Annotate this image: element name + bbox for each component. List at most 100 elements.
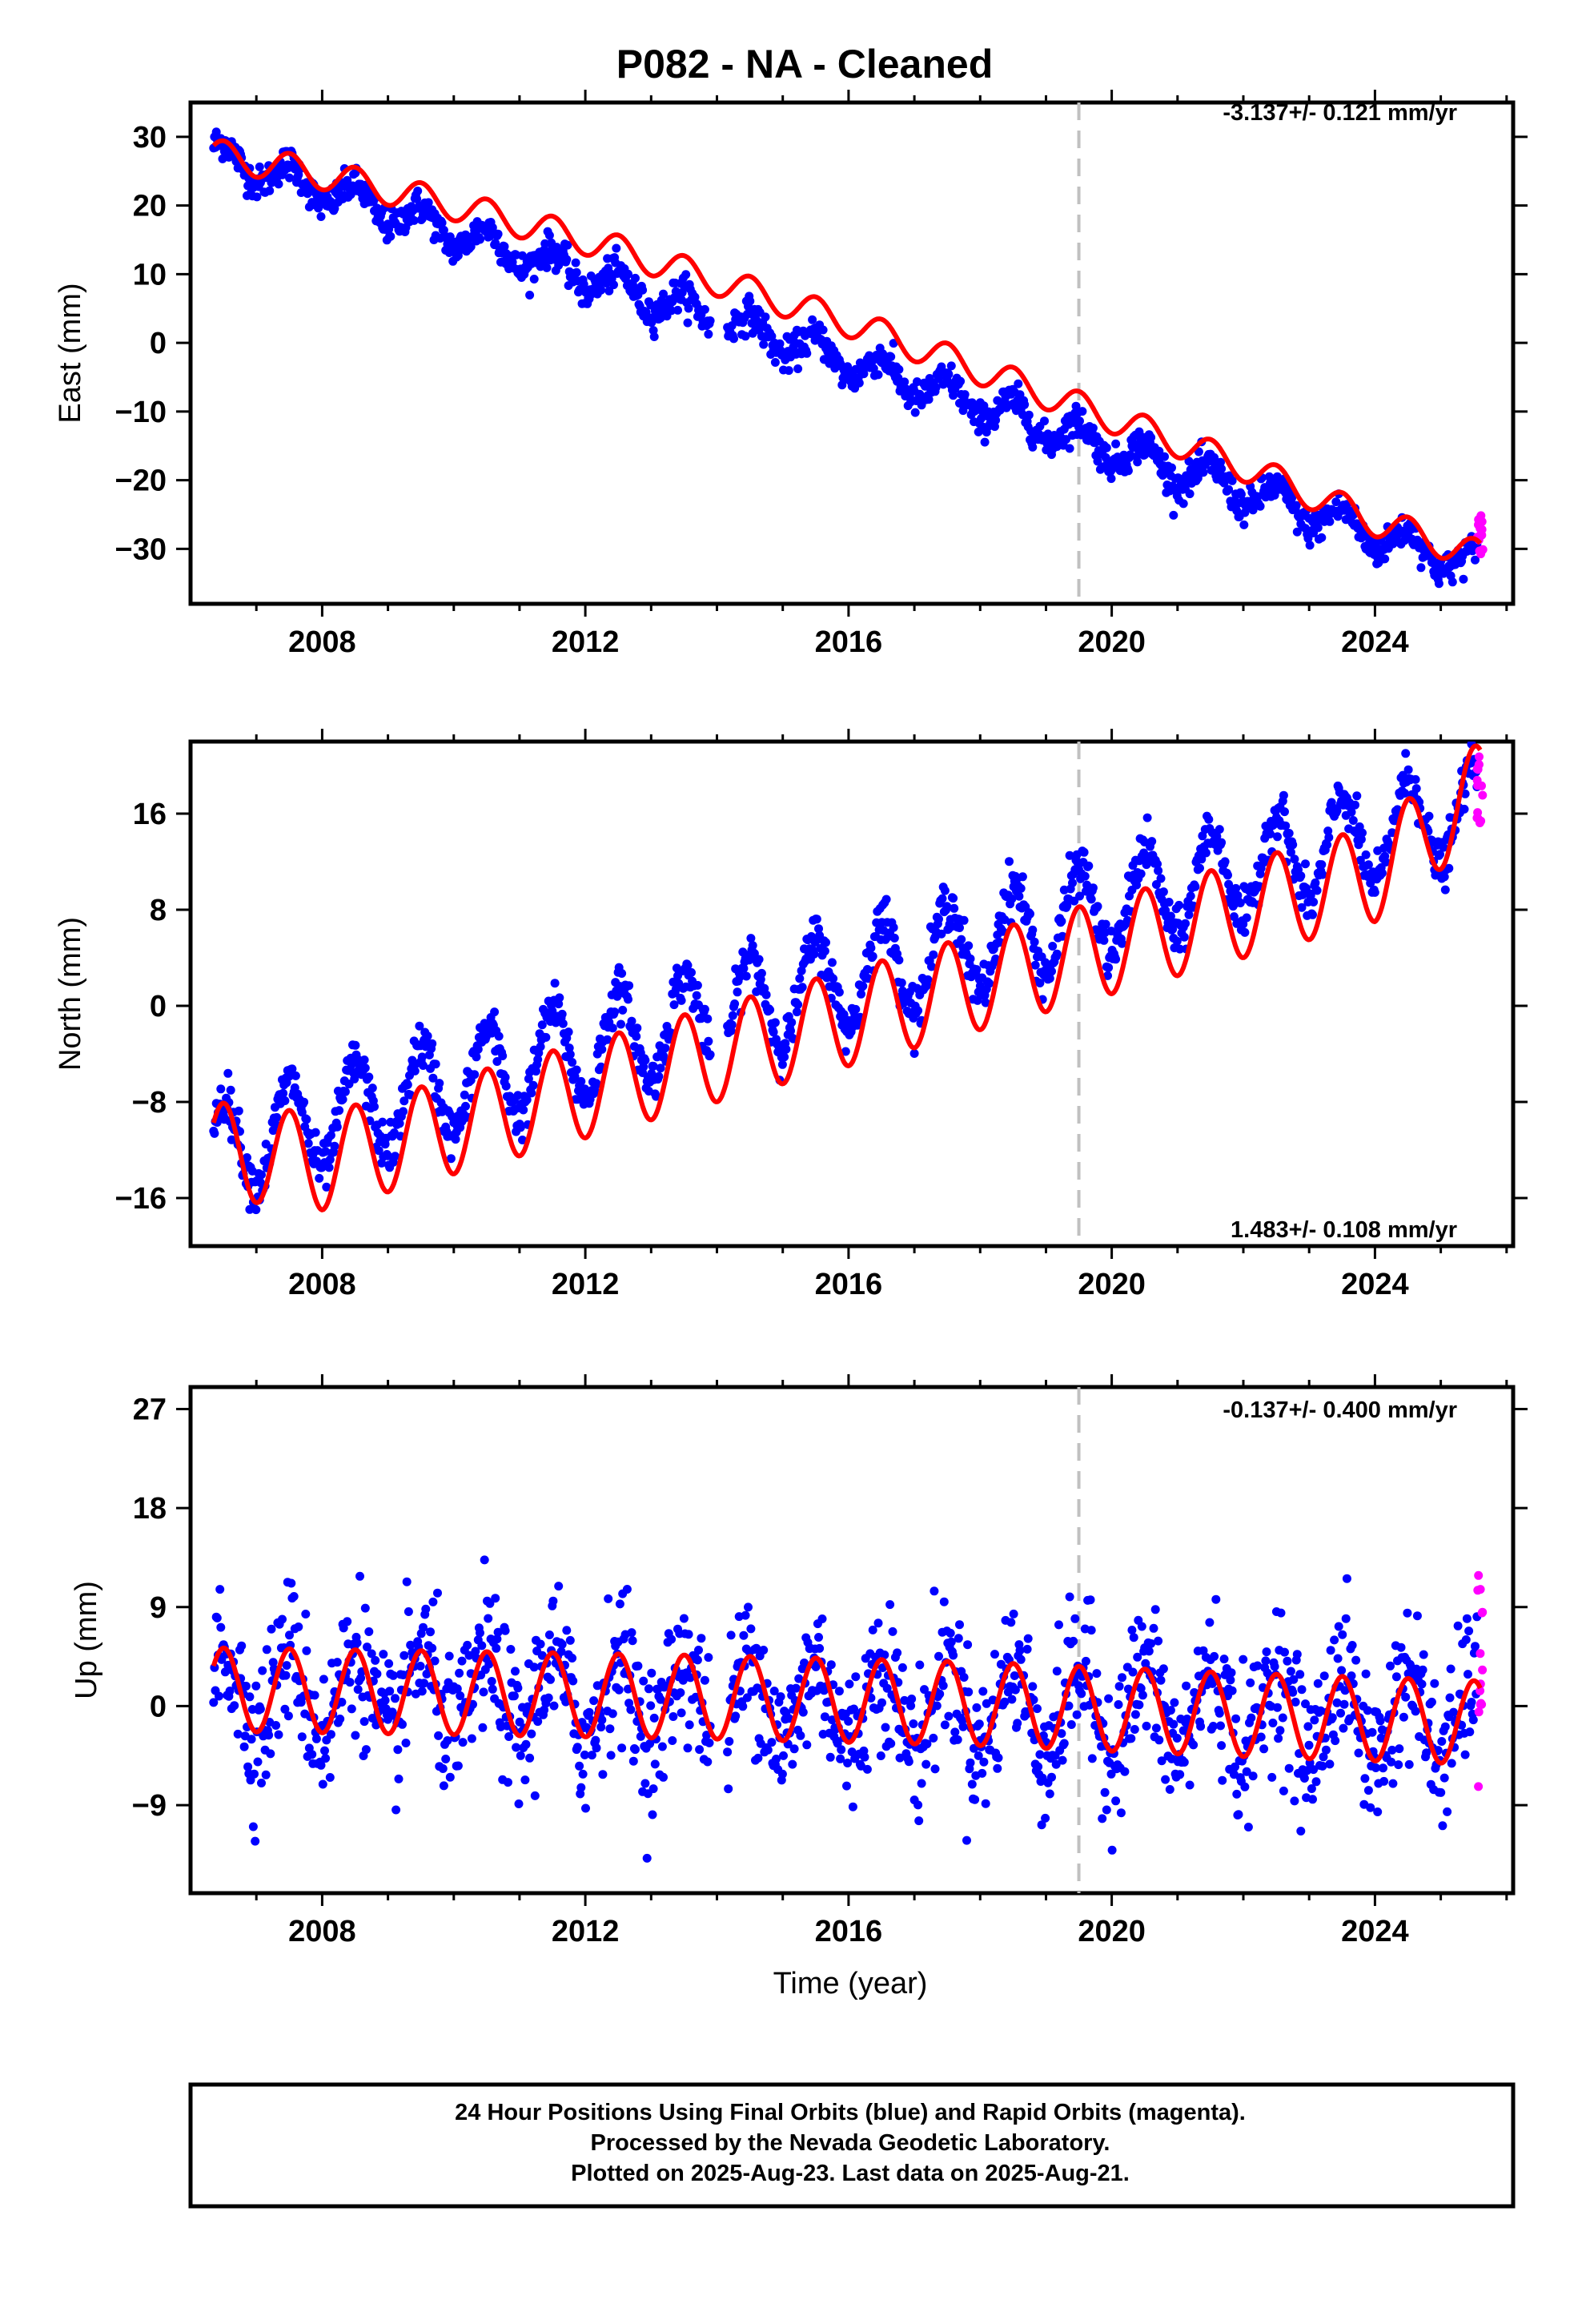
east-final-orbit-point [1459, 574, 1468, 584]
up-final-orbit-point [726, 1630, 736, 1640]
north-final-orbit-point [704, 1036, 713, 1046]
up-final-orbit-point [1262, 1647, 1271, 1657]
north-final-orbit-point [1400, 789, 1410, 798]
up-final-orbit-point [1299, 1774, 1309, 1783]
north-final-orbit-point [338, 1095, 347, 1104]
north-final-orbit-point [1154, 866, 1163, 875]
north-final-orbit-point [851, 1004, 861, 1014]
north-final-orbit-point [797, 966, 806, 975]
up-final-orbit-point [1445, 1693, 1455, 1703]
north-final-orbit-point [1075, 891, 1084, 901]
up-final-orbit-point [268, 1658, 278, 1667]
north-final-orbit-point [746, 934, 756, 943]
up-final-orbit-point [1439, 1773, 1449, 1783]
east-final-orbit-point [729, 334, 738, 344]
up-final-orbit-point [1100, 1787, 1110, 1797]
up-final-orbit-point [1336, 1708, 1345, 1718]
north-final-orbit-point [280, 1096, 290, 1105]
up-final-orbit-point [1033, 1704, 1042, 1714]
up-final-orbit-point [1387, 1745, 1397, 1755]
north-final-orbit-point [322, 1182, 331, 1192]
up-final-orbit-point [1401, 1692, 1411, 1702]
east-final-orbit-point [529, 275, 539, 283]
north-final-orbit-point [692, 991, 701, 1000]
up-rapid-orbit-point [1476, 1649, 1485, 1659]
north-final-orbit-point [955, 923, 964, 932]
north-final-orbit-point [640, 1055, 650, 1065]
north-y-tick-label: 16 [133, 798, 167, 831]
north-final-orbit-point [985, 979, 994, 988]
east-plot-frame [188, 100, 1516, 606]
up-final-orbit-point [1154, 1636, 1163, 1646]
up-final-orbit-point [391, 1805, 401, 1815]
north-final-orbit-point [435, 1079, 444, 1088]
up-final-orbit-point [648, 1784, 658, 1794]
up-final-orbit-point [393, 1745, 403, 1755]
up-final-orbit-point [703, 1757, 713, 1767]
east-final-orbit-point [285, 173, 294, 183]
up-final-orbit-point [261, 1770, 271, 1779]
east-final-orbit-point [673, 305, 682, 315]
up-final-orbit-point [271, 1721, 281, 1730]
east-final-orbit-point [1014, 379, 1023, 388]
chart-title: P082 - NA - Cleaned [616, 42, 994, 86]
up-final-orbit-point [1248, 1771, 1258, 1781]
north-x-tick-label: 2008 [288, 1268, 356, 1301]
north-final-orbit-point [592, 1079, 601, 1088]
up-final-orbit-point [1169, 1719, 1178, 1729]
north-final-orbit-point [350, 1074, 359, 1084]
north-final-orbit-point [1201, 848, 1211, 858]
up-final-orbit-point [935, 1689, 945, 1699]
east-rapid-orbit-point [1477, 530, 1487, 540]
up-final-orbit-point [1460, 1750, 1470, 1759]
east-final-orbit-point [1078, 407, 1087, 416]
up-final-orbit-point [676, 1688, 685, 1698]
north-final-orbit-point [461, 1101, 470, 1111]
north-final-orbit-point [347, 1059, 356, 1069]
north-final-orbit-point [1366, 879, 1375, 888]
east-x-tick-label: 2020 [1078, 625, 1146, 659]
north-final-orbit-point [1363, 860, 1373, 870]
north-final-orbit-point [572, 1065, 581, 1075]
up-final-orbit-point [1217, 1741, 1227, 1751]
up-final-orbit-point [419, 1622, 428, 1632]
up-final-orbit-point [970, 1795, 980, 1804]
north-final-orbit-point [821, 938, 830, 947]
north-final-orbit-point [548, 1006, 557, 1015]
north-final-orbit-point [1377, 868, 1387, 878]
east-final-orbit-point [893, 373, 903, 383]
up-final-orbit-point [1007, 1695, 1017, 1704]
north-final-orbit-point [335, 1106, 344, 1116]
north-final-orbit-point [700, 1004, 709, 1014]
up-final-orbit-point [1211, 1594, 1221, 1604]
up-final-orbit-point [492, 1634, 502, 1644]
up-final-orbit-point [241, 1682, 251, 1691]
up-final-orbit-point [636, 1731, 645, 1741]
up-final-orbit-point [1219, 1655, 1229, 1664]
up-final-orbit-point [280, 1704, 290, 1714]
up-final-orbit-point [283, 1711, 293, 1721]
up-final-orbit-point [332, 1658, 342, 1667]
up-final-orbit-point [1354, 1748, 1363, 1758]
up-final-orbit-point [633, 1661, 643, 1671]
up-final-orbit-point [1321, 1745, 1331, 1755]
up-final-orbit-point [959, 1673, 969, 1682]
up-final-orbit-point [958, 1722, 968, 1731]
east-final-orbit-point [1065, 444, 1074, 453]
up-final-orbit-point [347, 1704, 356, 1714]
up-final-orbit-point [626, 1705, 636, 1715]
up-final-orbit-point [351, 1731, 360, 1740]
up-final-orbit-point [367, 1649, 376, 1659]
north-final-orbit-point [279, 1088, 288, 1098]
up-final-orbit-point [1388, 1779, 1398, 1788]
up-final-orbit-point [723, 1747, 733, 1757]
east-final-orbit-point [924, 395, 934, 404]
east-final-orbit-point [704, 329, 713, 339]
up-final-orbit-point [972, 1703, 982, 1712]
up-final-orbit-point [1411, 1707, 1420, 1716]
east-final-orbit-point [960, 390, 970, 400]
up-final-orbit-point [485, 1598, 495, 1608]
north-final-orbit-point [733, 987, 742, 997]
up-x-tick-label: 2012 [552, 1915, 620, 1948]
